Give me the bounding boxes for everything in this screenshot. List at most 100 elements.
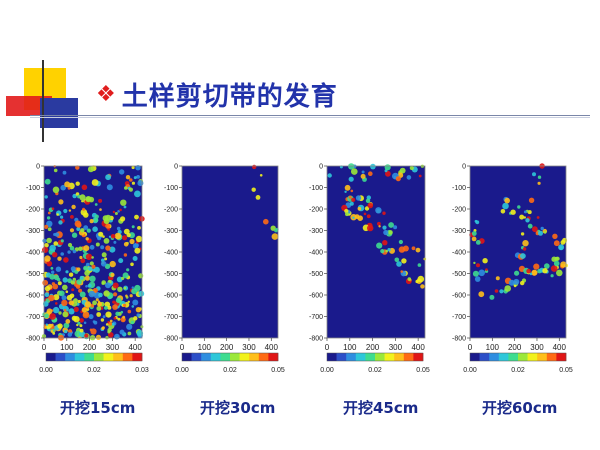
strain-mark: [106, 184, 113, 191]
strain-mark: [73, 306, 79, 312]
strain-mark: [72, 249, 77, 254]
strain-mark: [382, 225, 387, 230]
colorbar-tick-label: 0.00: [320, 367, 334, 374]
strain-mark: [138, 273, 144, 279]
strain-mark: [527, 223, 533, 229]
x-tick-label: 300: [242, 343, 256, 352]
strain-mark: [504, 285, 512, 292]
strain-mark: [44, 255, 51, 262]
colorbar-segment: [403, 353, 414, 361]
colorbar-segment: [122, 353, 133, 361]
strain-mark: [131, 225, 135, 229]
strain-mark: [44, 292, 50, 298]
strain-mark: [56, 277, 61, 282]
x-tick-label: 100: [198, 343, 212, 352]
colorbar-segment: [394, 353, 405, 361]
strain-mark: [105, 245, 111, 251]
strain-mark: [133, 316, 138, 321]
strain-mark: [383, 229, 389, 236]
colorbar-segment: [182, 353, 192, 361]
strain-mark: [252, 164, 257, 170]
strain-mark: [117, 317, 121, 321]
strain-mark: [55, 266, 62, 272]
strain-mark: [352, 216, 355, 219]
strain-mark: [370, 163, 376, 170]
strain-mark: [93, 320, 98, 325]
heatmap-background: [182, 166, 278, 338]
strain-mark: [79, 328, 84, 333]
strain-mark: [134, 214, 139, 220]
strain-mark: [417, 263, 422, 267]
heatmap-background: [327, 166, 425, 338]
strain-mark: [133, 176, 137, 180]
strain-mark: [87, 283, 92, 288]
y-tick-label: -800: [26, 336, 40, 343]
strain-mark: [63, 308, 67, 312]
strain-mark: [551, 256, 557, 262]
strain-mark: [123, 242, 129, 247]
strain-mark: [556, 269, 563, 277]
strain-mark: [60, 252, 64, 256]
strain-mark: [119, 329, 125, 335]
colorbar-frame: [469, 352, 567, 362]
strain-mark: [137, 180, 144, 187]
strain-mark: [91, 264, 96, 269]
strain-mark: [55, 302, 58, 305]
strain-mark: [102, 315, 106, 319]
strain-mark: [474, 219, 478, 223]
strain-mark: [44, 178, 51, 185]
strain-mark: [42, 238, 47, 243]
strain-mark: [81, 200, 84, 203]
strain-mark: [85, 196, 92, 203]
strain-mark: [101, 252, 107, 258]
strain-mark: [60, 215, 64, 219]
strain-mark: [385, 249, 389, 253]
colorbar-segment: [413, 353, 424, 361]
strain-mark: [500, 209, 506, 214]
strain-mark: [50, 266, 54, 270]
strain-mark: [77, 321, 81, 325]
colorbar-segment: [327, 353, 337, 361]
strain-mark: [44, 195, 48, 199]
y-tick-label: -400: [26, 250, 40, 257]
strain-mark: [471, 231, 477, 236]
strain-mark: [543, 230, 547, 234]
x-tick-label: 200: [220, 343, 234, 352]
strain-mark: [97, 236, 102, 241]
strain-mark: [116, 226, 121, 231]
strain-mark: [348, 176, 354, 182]
x-tick-label: 400: [553, 343, 567, 352]
strain-mark: [67, 332, 73, 337]
strain-mark: [60, 184, 66, 191]
colorbar-segment: [489, 353, 500, 361]
strain-mark: [122, 235, 128, 241]
strain-mark: [108, 322, 112, 326]
strain-mark: [79, 331, 86, 338]
strain-mark: [87, 166, 94, 173]
x-tick-label: 0: [180, 343, 185, 352]
colorbar-segment: [239, 353, 250, 361]
strain-mark: [88, 314, 94, 320]
strain-mark: [80, 258, 86, 264]
strain-mark: [79, 255, 83, 260]
strain-mark: [131, 305, 135, 308]
strain-mark: [52, 186, 60, 194]
strain-mark: [112, 282, 119, 289]
strain-mark: [93, 266, 100, 273]
strain-mark: [88, 290, 96, 298]
strain-mark: [136, 313, 140, 317]
strain-mark: [137, 226, 141, 230]
strain-mark: [97, 300, 101, 303]
y-tick-label: -600: [452, 293, 466, 300]
y-tick-label: -800: [309, 336, 323, 343]
strain-mark: [114, 212, 118, 215]
colorbar-tick-label: 0.03: [135, 367, 149, 374]
strain-mark: [544, 263, 550, 269]
strain-mark: [71, 232, 78, 238]
title-underline-shadow: [30, 117, 590, 118]
strain-mark: [53, 294, 60, 301]
strain-mark: [476, 263, 480, 268]
y-tick-label: -600: [164, 293, 178, 300]
strain-mark: [128, 232, 135, 239]
decor-vertical-line: [42, 60, 44, 142]
